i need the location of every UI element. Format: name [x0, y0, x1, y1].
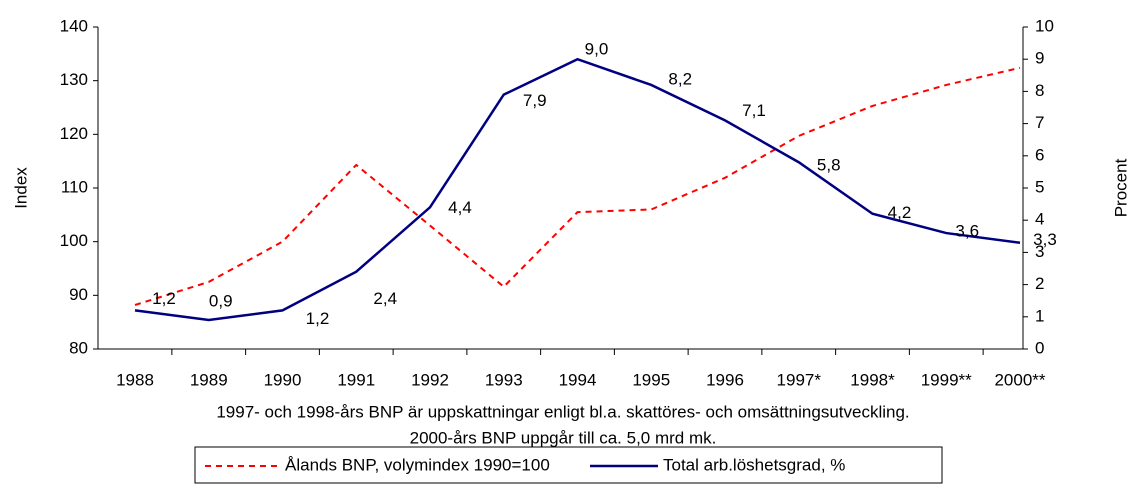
- data-label: 4,2: [888, 203, 912, 222]
- y2-tick-label: 5: [1035, 177, 1044, 196]
- data-label: 7,1: [742, 101, 766, 120]
- data-label: 7,9: [523, 91, 547, 110]
- x-tick-label: 1989: [190, 370, 228, 389]
- x-tick-label: 1999**: [921, 370, 972, 389]
- y2-tick-label: 7: [1035, 113, 1044, 132]
- y-tick-label: 80: [69, 338, 88, 357]
- x-tick-label: 1996: [706, 370, 744, 389]
- y-tick-label: 100: [60, 231, 88, 250]
- x-tick-label: 1993: [485, 370, 523, 389]
- x-tick-label: 1998*: [850, 370, 895, 389]
- y-tick-label: 140: [60, 16, 88, 35]
- y2-tick-label: 1: [1035, 306, 1044, 325]
- footnote: 2000-års BNP uppgår till ca. 5,0 mrd mk.: [410, 428, 717, 447]
- data-label: 9,0: [585, 40, 609, 59]
- x-tick-label: 1988: [116, 370, 154, 389]
- y-tick-label: 90: [69, 285, 88, 304]
- y2-tick-label: 2: [1035, 274, 1044, 293]
- y-tick-label: 120: [60, 124, 88, 143]
- legend-label: Total arb.löshetsgrad, %: [663, 455, 845, 474]
- data-label: 5,8: [817, 156, 841, 175]
- data-line: [134, 57, 1021, 322]
- legend-box: [194, 446, 943, 484]
- x-tick-label: 1991: [337, 370, 375, 389]
- y2-tick-label: 10: [1035, 16, 1054, 35]
- data-label: 1,2: [306, 309, 330, 328]
- x-tick-label: 2000**: [994, 370, 1045, 389]
- y2-tick-label: 0: [1035, 338, 1044, 357]
- x-tick-label: 1994: [559, 370, 597, 389]
- y-tick-label: 130: [60, 70, 88, 89]
- x-tick-label: 1990: [264, 370, 302, 389]
- y2-tick-label: 8: [1035, 81, 1044, 100]
- x-tick-label: 1992: [411, 370, 449, 389]
- data-label: 2,4: [373, 289, 397, 308]
- data-label: 3,6: [955, 222, 979, 241]
- data-label: 4,4: [448, 198, 472, 217]
- y2-tick-label: 6: [1035, 145, 1044, 164]
- footnote: 1997- och 1998-års BNP är uppskattningar…: [216, 402, 909, 421]
- y-tick-label: 110: [61, 177, 88, 196]
- y2-tick-label: 4: [1035, 210, 1044, 229]
- y2-tick-label: 9: [1035, 49, 1044, 68]
- data-label: 0,9: [209, 292, 233, 311]
- y2-axis-label: Procent: [1111, 158, 1130, 217]
- data-label: 8,2: [668, 69, 692, 88]
- x-tick-label: 1995: [632, 370, 670, 389]
- y-axis-label: Index: [11, 167, 30, 209]
- legend-label: Ålands BNP, volymindex 1990=100: [285, 455, 550, 474]
- data-label: 3,3: [1033, 230, 1057, 249]
- y2-tick-label: 3: [1035, 242, 1044, 261]
- data-label: 1,2: [152, 289, 176, 308]
- data-line: [134, 66, 1021, 306]
- x-tick-label: 1997*: [777, 370, 822, 389]
